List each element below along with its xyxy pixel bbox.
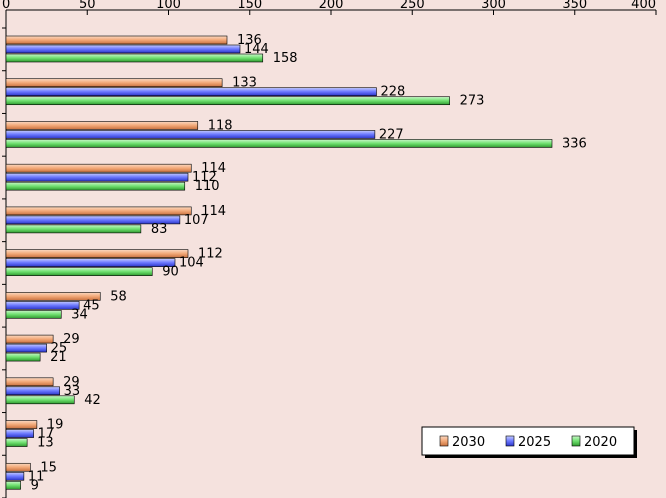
legend-box — [421, 426, 635, 456]
bar-2020 — [5, 139, 553, 148]
data-label-2025: 33 — [64, 384, 81, 399]
bar-2030 — [5, 78, 223, 88]
data-label-2025: 112 — [192, 170, 217, 185]
legend-label-2020: 2020 — [584, 435, 617, 450]
bar-2020 — [5, 480, 21, 490]
data-label-2020: 9 — [31, 478, 39, 493]
bar-2020 — [5, 224, 142, 234]
data-label-2025: 104 — [179, 256, 204, 271]
x-tick-label: 100 — [156, 0, 181, 12]
data-label-2020: 273 — [460, 94, 485, 109]
bar-2030 — [5, 462, 31, 472]
bar-2020 — [5, 310, 62, 319]
bar-2030 — [5, 163, 192, 173]
data-label-2020: 13 — [37, 436, 54, 451]
data-label-2025: 17 — [38, 427, 55, 442]
data-label-2030: 112 — [198, 247, 223, 262]
data-label-2030: 136 — [237, 33, 262, 48]
data-label-2020: 83 — [151, 222, 168, 237]
bar-2030 — [5, 35, 228, 45]
bar-2025 — [5, 258, 176, 267]
data-label-2020: 21 — [50, 350, 67, 365]
legend-label-2025: 2025 — [518, 435, 551, 450]
bar-2030 — [5, 420, 38, 429]
bar-2025 — [5, 172, 189, 182]
bars — [5, 35, 553, 490]
bar-2025 — [5, 301, 80, 310]
data-label-2025: 228 — [381, 85, 406, 100]
x-tick-label: 250 — [400, 0, 425, 12]
bar-2025 — [5, 44, 241, 54]
x-tick-label: 200 — [319, 0, 344, 12]
data-label-2020: 158 — [273, 51, 298, 66]
bar-2020 — [5, 267, 153, 276]
data-label-2020: 34 — [71, 307, 88, 322]
bar-2025 — [5, 87, 377, 97]
x-tick-label: 150 — [237, 0, 262, 12]
bar-2025 — [5, 429, 34, 438]
data-label-2030: 19 — [47, 418, 64, 433]
legend-swatch-2030 — [439, 435, 449, 447]
bar-2025 — [5, 343, 47, 353]
bar-2020 — [5, 352, 41, 362]
bar-2030 — [5, 292, 101, 301]
bar-2025 — [5, 130, 376, 139]
x-tick-label: 350 — [562, 0, 587, 12]
data-label-2030: 133 — [232, 76, 257, 91]
legend-swatch-2020 — [571, 435, 581, 447]
data-label-2030: 29 — [63, 332, 80, 347]
x-tick-label: 400 — [631, 0, 656, 12]
data-label-2030: 114 — [201, 204, 226, 219]
data-label-2030: 15 — [40, 460, 57, 475]
data-label-2025: 25 — [51, 341, 68, 356]
bar-2025 — [5, 386, 60, 396]
bar-2020 — [5, 438, 28, 447]
data-label-2025: 227 — [379, 127, 404, 142]
data-label-2030: 114 — [201, 161, 226, 176]
legend-label-2030: 2030 — [452, 435, 485, 450]
data-label-2030: 58 — [110, 289, 127, 304]
bar-2025 — [5, 471, 25, 481]
data-label-2020: 110 — [195, 179, 220, 194]
bar-2020 — [5, 96, 450, 106]
bar-2030 — [5, 334, 54, 344]
data-label-2020: 42 — [84, 393, 101, 408]
data-label-2025: 144 — [244, 42, 269, 57]
x-tick-label: 0 — [2, 0, 10, 12]
bar-2030 — [5, 206, 192, 216]
data-label-2030: 29 — [63, 375, 80, 390]
bar-2025 — [5, 215, 181, 225]
legend: 2030 2025 2020 — [421, 426, 637, 458]
bar-2020 — [5, 395, 75, 405]
data-label-2025: 45 — [83, 298, 100, 313]
data-label-2020: 336 — [562, 136, 587, 151]
data-label-2020: 90 — [162, 265, 179, 280]
data-label-2025: 107 — [184, 213, 209, 228]
bar-2030 — [5, 249, 189, 258]
x-tick-label: 300 — [481, 0, 506, 12]
bar-2030 — [5, 121, 199, 130]
data-label-2030: 118 — [208, 118, 233, 133]
data-label-2025: 11 — [28, 469, 45, 484]
bar-2020 — [5, 181, 186, 191]
legend-swatch-2025 — [505, 435, 515, 447]
x-tick-label: 50 — [79, 0, 96, 12]
bar-2020 — [5, 53, 264, 63]
bar-2030 — [5, 377, 54, 387]
data-labels: 1361441581332282731182273361141121101141… — [28, 33, 587, 493]
